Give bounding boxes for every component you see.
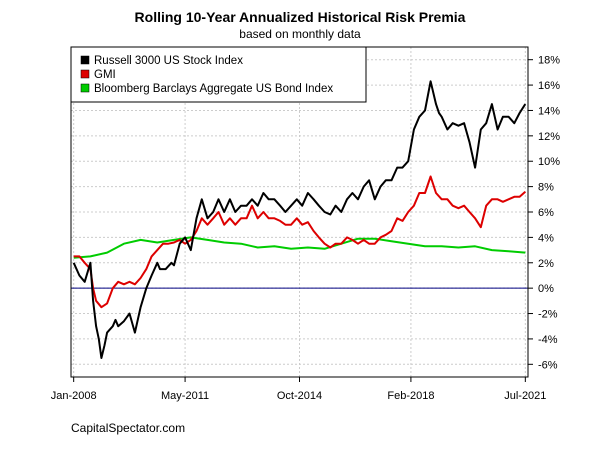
- y-tick-label: 14%: [538, 105, 560, 117]
- legend-entry-label: GMI: [94, 69, 116, 81]
- y-tick-label: 18%: [538, 55, 560, 67]
- y-tick-label: 2%: [538, 258, 554, 270]
- chart-subtitle: based on monthly data: [239, 27, 361, 41]
- legend-swatch: [80, 83, 90, 93]
- x-tick-label: May-2011: [161, 390, 209, 402]
- x-axis: Jan-2008 May-2011 Oct-2014 Feb-2018 Jul-2021: [51, 377, 546, 402]
- legend-box: [70, 46, 367, 103]
- series-line-1: [73, 175, 526, 309]
- x-tick-label: Jul-2021: [504, 390, 546, 402]
- y-tick-label: 6%: [538, 207, 554, 219]
- y-tick-label: 12%: [538, 131, 560, 143]
- legend-entry-label: Russell 3000 US Stock Index: [94, 55, 243, 67]
- source-credit: CapitalSpectator.com: [71, 421, 186, 435]
- legend-entry-label: Bloomberg Barclays Aggregate US Bond Ind…: [94, 83, 333, 95]
- y-tick-label: -6%: [538, 359, 558, 371]
- x-tick-label: Feb-2018: [387, 390, 434, 402]
- series-line-2: [73, 236, 526, 259]
- chart-title: Rolling 10-Year Annualized Historical Ri…: [134, 9, 466, 25]
- y-tick-label: 8%: [538, 182, 554, 194]
- x-tick-label: Oct-2014: [277, 390, 322, 402]
- legend: Russell 3000 US Stock Index GMI Bloomberg …: [70, 46, 367, 103]
- y-tick-label: 10%: [538, 156, 560, 168]
- series-line-0: [72, 80, 527, 359]
- y-tick-label: -4%: [538, 334, 558, 346]
- y-tick-label: -2%: [538, 309, 558, 321]
- legend-swatch: [80, 69, 90, 79]
- y-axis: -6% -4% -2% 0% 2% 4% 6% 8% 10% 12% 14% 16% 18%: [528, 55, 560, 371]
- y-tick-label: 4%: [538, 232, 554, 244]
- y-tick-label: 16%: [538, 80, 560, 92]
- legend-swatch: [80, 55, 90, 65]
- y-tick-label: 0%: [538, 283, 554, 295]
- x-tick-label: Jan-2008: [51, 390, 97, 402]
- series-lines: [72, 80, 527, 359]
